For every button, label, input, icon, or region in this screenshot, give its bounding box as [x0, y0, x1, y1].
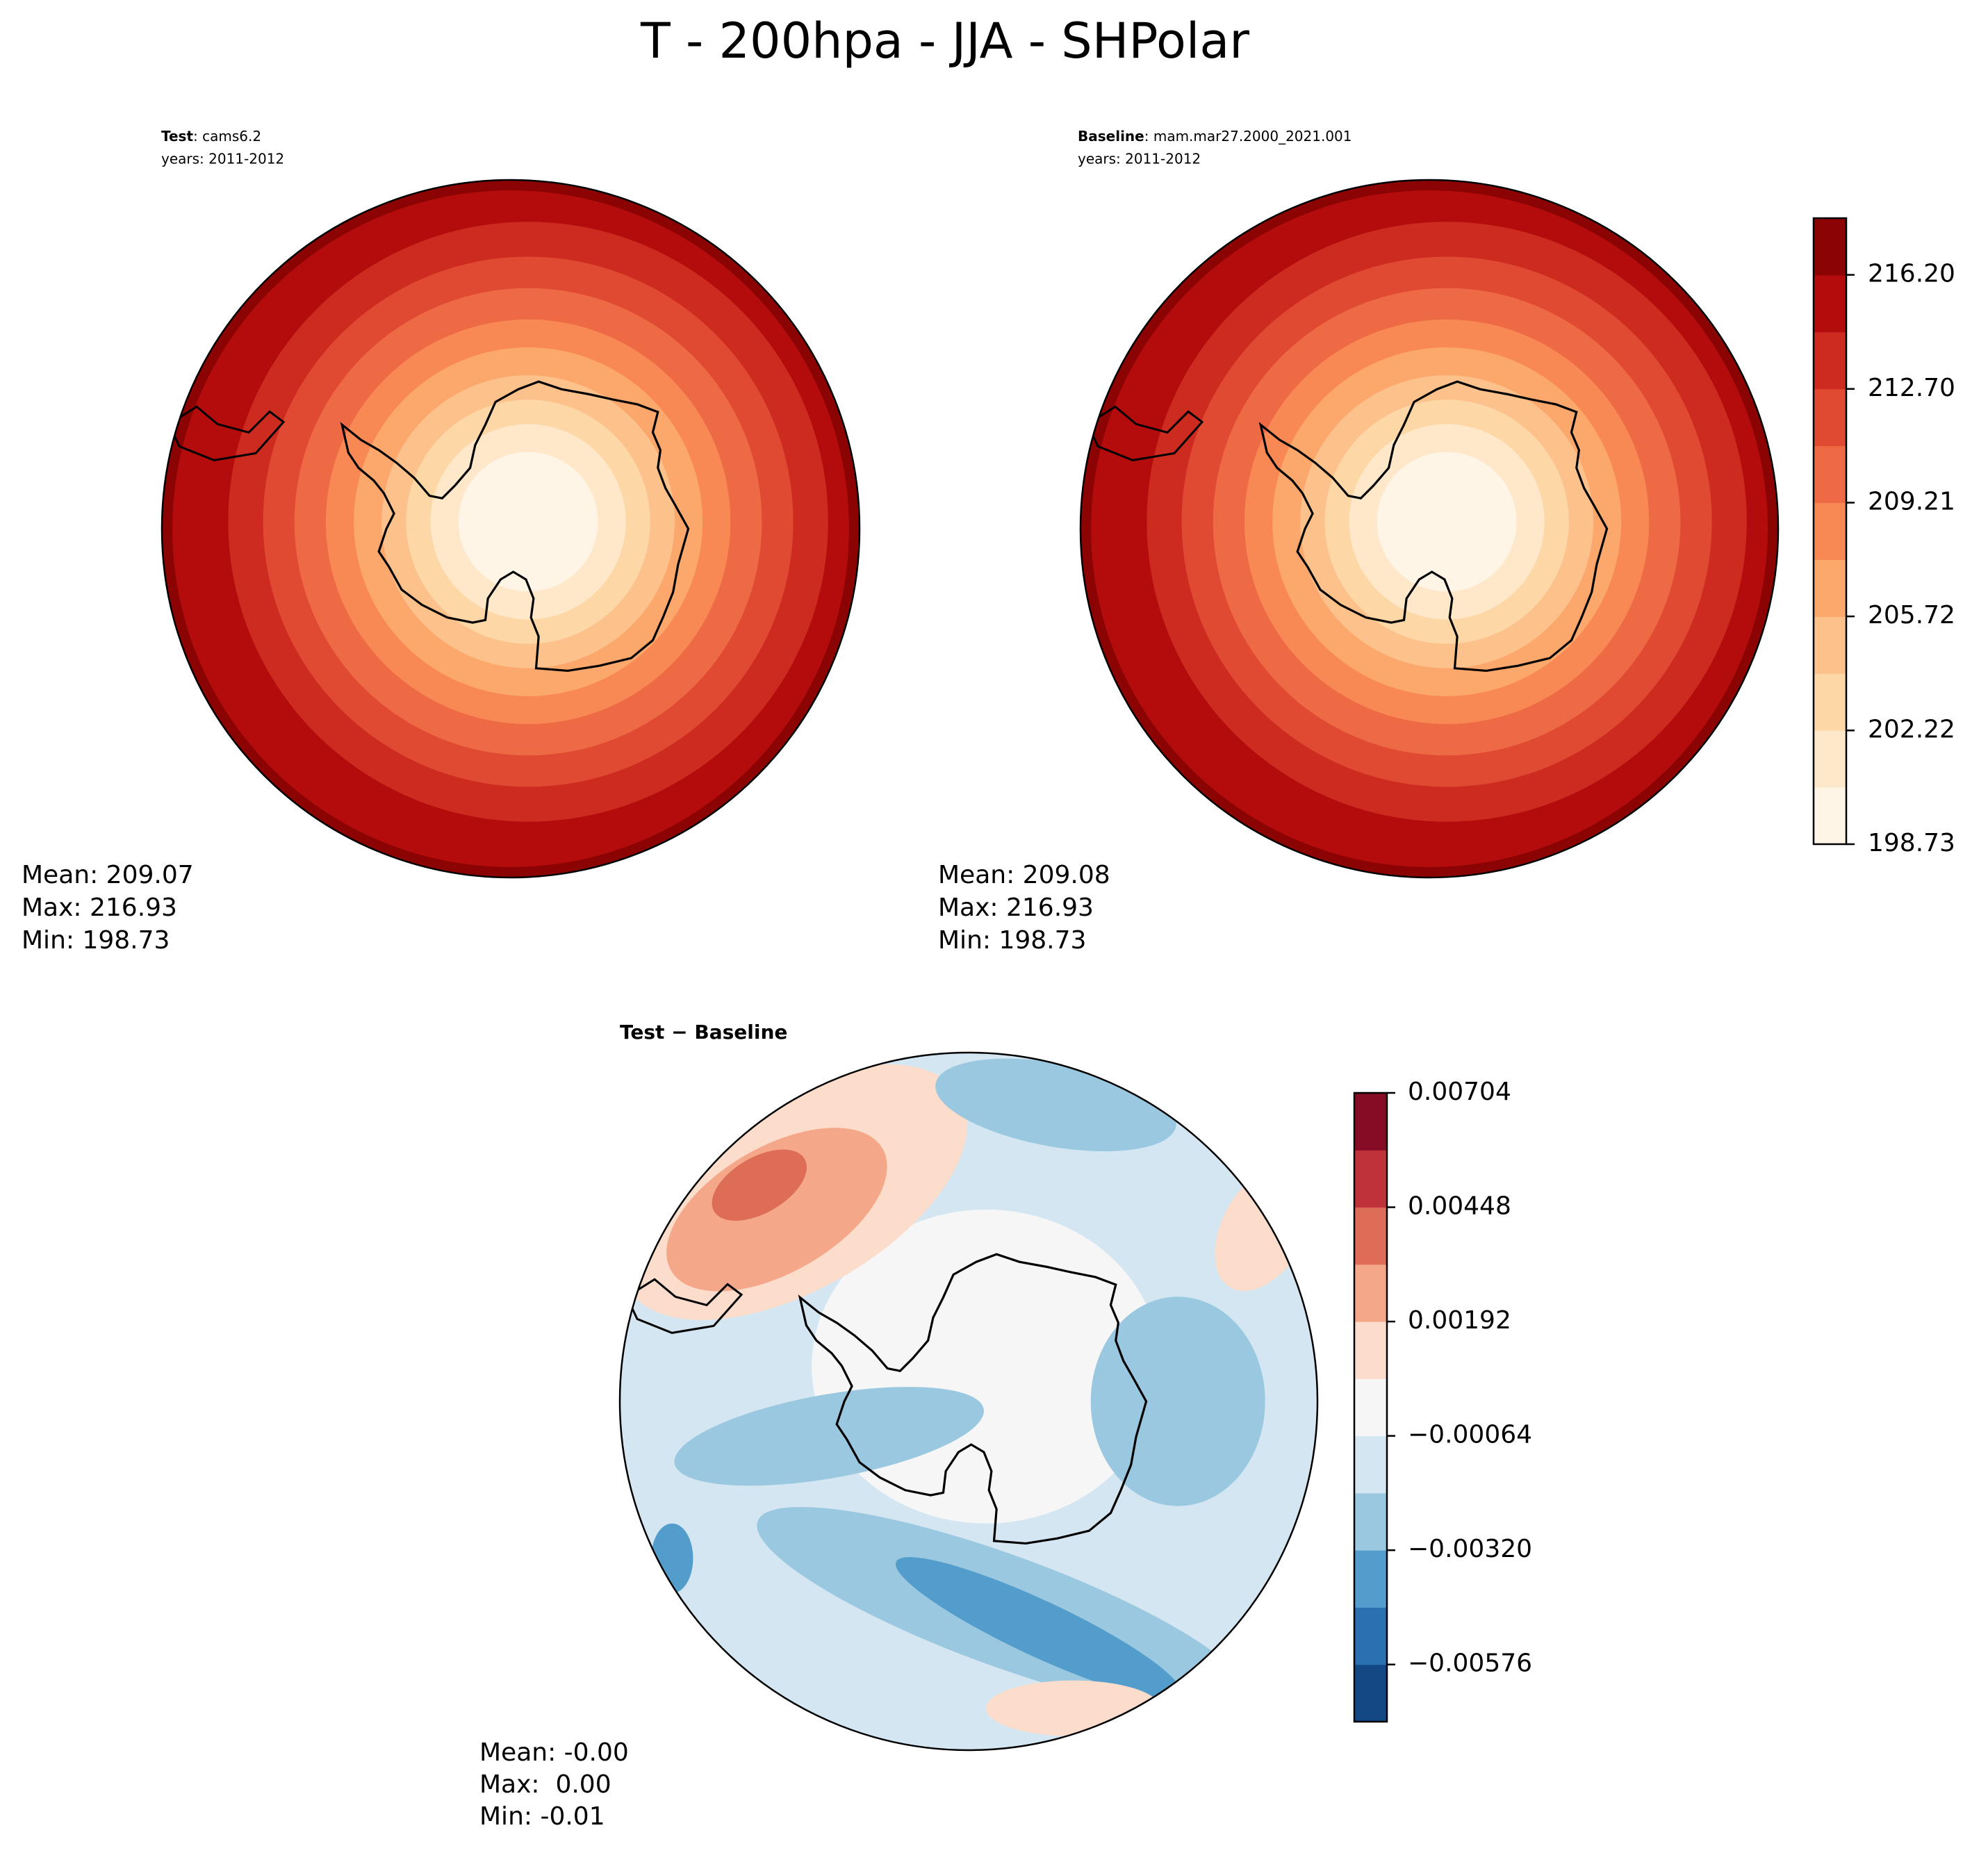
- colorbar-tick-label: 0.00704: [1408, 1078, 1511, 1106]
- label: Test: [161, 128, 193, 145]
- run-name: : cams6.2: [193, 128, 261, 145]
- label: Baseline: [1078, 128, 1144, 145]
- colorbar-level: [1814, 730, 1846, 788]
- contour-band: [674, 1387, 984, 1486]
- contour-band: [1090, 1296, 1265, 1506]
- colorbar-tick-label: −0.00064: [1408, 1421, 1532, 1449]
- colorbar-tick-label: 216.20: [1868, 260, 1955, 288]
- colorbar-level: [1814, 274, 1846, 333]
- colorbar-level: [1354, 1435, 1387, 1494]
- polar-map: [1081, 180, 1778, 878]
- colorbar-tick-label: −0.00576: [1408, 1649, 1532, 1678]
- contour-band: [712, 1149, 807, 1221]
- polar-map: [620, 1053, 1317, 1750]
- colorbar-tick-label: 0.00448: [1408, 1192, 1511, 1221]
- colorbar-level: [1814, 445, 1846, 504]
- colorbar-level: [1814, 616, 1846, 674]
- colorbar-tick-label: 209.21: [1868, 487, 1955, 516]
- panel-subtitle: Baseline: mam.mar27.2000_2021.001: [1078, 128, 1352, 145]
- colorbar-level: [1354, 1607, 1387, 1665]
- panel-subtitle: Test: cams6.2: [161, 128, 261, 145]
- stat-line: Min: -0.01: [479, 1802, 605, 1831]
- colorbar-level: [1814, 673, 1846, 731]
- colorbar-level: [1814, 502, 1846, 560]
- colorbar-level: [1814, 218, 1846, 276]
- stat-line: Mean: 209.07: [22, 861, 194, 889]
- stat-line: Min: 198.73: [938, 926, 1086, 955]
- colorbar-level: [1814, 787, 1846, 845]
- coastline: [625, 1278, 744, 1334]
- contour-band: [895, 1557, 1181, 1699]
- colorbar-level: [1814, 388, 1846, 447]
- contour-band: [1377, 452, 1517, 592]
- colorbar-tick-label: 212.70: [1868, 374, 1955, 402]
- colorbar-tick-label: −0.00320: [1408, 1535, 1532, 1563]
- colorbar-frame: [1812, 217, 1848, 846]
- colorbar-tick-label: 202.22: [1868, 715, 1955, 743]
- stat-line: Mean: -0.00: [479, 1738, 629, 1767]
- contour-band: [458, 452, 598, 592]
- colorbar-level: [1354, 1492, 1387, 1551]
- colorbar-level: [1354, 1378, 1387, 1437]
- colorbar-level: [1354, 1664, 1387, 1722]
- panel-years: years: 2011-2012: [161, 151, 284, 167]
- stat-line: Max: 216.93: [22, 893, 177, 922]
- stat-line: Max: 0.00: [479, 1770, 611, 1799]
- panel-title: Test − Baseline: [620, 1021, 787, 1044]
- stat-line: Min: 198.73: [22, 926, 170, 955]
- contour-band: [666, 1128, 887, 1292]
- colorbar-level: [1354, 1264, 1387, 1322]
- colorbar-level: [1354, 1150, 1387, 1208]
- colorbar-level: [1354, 1321, 1387, 1379]
- coastline: [1086, 405, 1204, 461]
- colorbar-tick-label: 198.73: [1868, 829, 1955, 857]
- colorbar-level: [1354, 1093, 1387, 1151]
- map-border: [618, 1051, 1319, 1752]
- figure-title: T - 200hpa - JJA - SHPolar: [640, 13, 1249, 69]
- polar-map: [162, 180, 860, 878]
- colorbar-level: [1814, 331, 1846, 390]
- run-name: : mam.mar27.2000_2021.001: [1144, 128, 1352, 145]
- map-border: [161, 179, 861, 879]
- colorbar-tick-label: 0.00192: [1408, 1306, 1511, 1335]
- colorbar-level: [1354, 1207, 1387, 1265]
- colorbar-level: [1354, 1550, 1387, 1608]
- panel-years: years: 2011-2012: [1078, 151, 1201, 167]
- map-border: [1079, 179, 1780, 879]
- colorbar-frame: [1353, 1092, 1388, 1723]
- stat-line: Mean: 209.08: [938, 861, 1110, 889]
- stat-line: Max: 216.93: [938, 893, 1094, 922]
- colorbar-tick-label: 205.72: [1868, 601, 1955, 629]
- coastline: [167, 405, 286, 461]
- colorbar-level: [1814, 559, 1846, 617]
